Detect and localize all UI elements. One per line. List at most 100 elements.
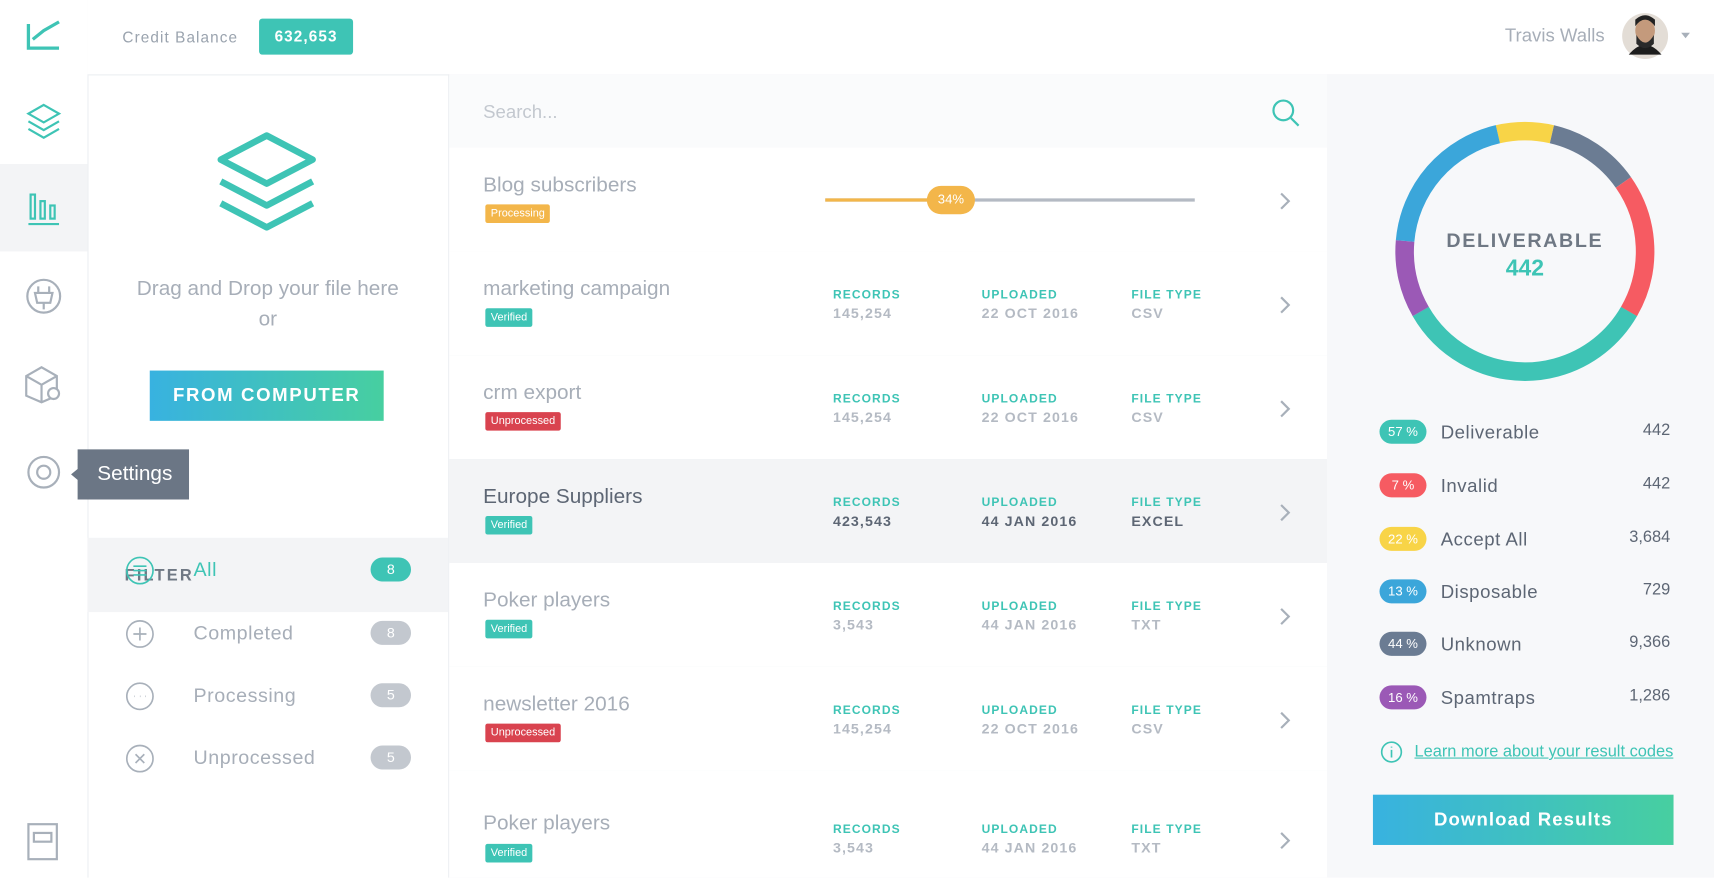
list-name: marketing campaign (483, 277, 671, 301)
legend-item: 7 % Invalid 442 (1379, 473, 1670, 501)
filter-count: 5 (370, 745, 412, 770)
list-row[interactable]: Blog subscribers Processing 34% (449, 147, 1328, 253)
list-name: newsletter 2016 (483, 693, 630, 716)
column-value: CSV (1131, 720, 1164, 737)
logo[interactable] (26, 20, 60, 50)
legend-item: 16 % Spamtraps 1,286 (1379, 685, 1670, 713)
legend-count: 9,366 (1629, 632, 1671, 652)
list-panel: Search... Blog subscribers Processing 34% m… (449, 74, 1328, 878)
legend-label: Spamtraps (1440, 687, 1536, 709)
legend-item: 22 % Accept All 3,684 (1379, 526, 1671, 555)
chevron-path (1280, 296, 1291, 314)
filter-item[interactable]: Unprocessed 5 (87, 737, 448, 781)
nav-integrations[interactable] (26, 278, 62, 314)
nav-docs[interactable] (27, 823, 58, 861)
nav-store[interactable] (25, 366, 61, 404)
column-label: UPLOADED (981, 703, 1058, 718)
legend-percent: 44 % (1379, 631, 1427, 656)
row-chevron[interactable] (1278, 295, 1293, 315)
donut-segment (1395, 121, 1655, 381)
filter-icon (125, 744, 154, 773)
credit-label: Credit Balance (122, 28, 239, 46)
list-name: crm export (483, 381, 582, 405)
status-badge: Verified (485, 843, 533, 863)
list-name: Europe Suppliers (483, 485, 643, 509)
search-icon[interactable] (1269, 96, 1302, 129)
results-donut (1395, 121, 1655, 381)
list-row[interactable]: Europe Suppliers Verified RECORDS 423,543 UP… (449, 459, 1328, 565)
filter-icon-ring (125, 556, 154, 585)
legend-label: Accept All (1440, 529, 1528, 550)
filter-icon-ring (125, 682, 154, 711)
nav-lists[interactable] (26, 103, 62, 139)
column-label: UPLOADED (981, 496, 1058, 510)
legend-percent: 13 % (1379, 579, 1427, 604)
row-chevron[interactable] (1278, 607, 1293, 627)
chevron-path (1280, 608, 1291, 625)
list-row[interactable]: marketing campaign Verified RECORDS 145,254… (449, 251, 1328, 357)
chevron-path (1280, 711, 1291, 729)
upload-icon (217, 132, 316, 231)
legend-percent: 7 % (1379, 473, 1427, 498)
tooltip: Settings (70, 449, 190, 500)
status-badge: Verified (485, 515, 533, 535)
upload-button[interactable]: FROM COMPUTER (149, 370, 384, 421)
column-value: 145,254 (832, 720, 892, 737)
filter-icon-glyph (134, 753, 145, 764)
donut-segment (1395, 121, 1655, 381)
filter-item[interactable]: Processing 5 (87, 674, 448, 718)
chevron-path (1280, 400, 1291, 418)
donut-label: DELIVERABLE (1446, 229, 1604, 252)
row-chevron[interactable] (1278, 503, 1293, 523)
legend-count: 3,684 (1629, 527, 1671, 547)
legend-item: 57 % Deliverable 442 (1379, 419, 1670, 448)
list-name: Poker players (483, 812, 611, 836)
nav-reports[interactable] (28, 193, 60, 226)
filter-icon (125, 620, 154, 648)
column-label: UPLOADED (981, 392, 1058, 406)
column-label: FILE TYPE (1131, 823, 1202, 837)
filter-icon-glyph (133, 627, 147, 641)
list-row[interactable]: Poker players Verified RECORDS 3,543 UPLOADE… (449, 770, 1328, 878)
filter-icon (125, 682, 154, 711)
upload-prompt-line: Drag and Drop your file here (136, 277, 399, 301)
filter-icon (125, 556, 154, 585)
nav-settings[interactable] (27, 455, 61, 489)
icon-rail (0, 0, 89, 878)
progress-label: 34% (938, 192, 965, 207)
list-row[interactable]: newsletter 2016 Unprocessed RECORDS 145,254… (449, 666, 1328, 772)
search-placeholder[interactable]: Search... (483, 101, 558, 123)
progress-bar: 34% (825, 185, 1195, 215)
filter-count: 5 (370, 683, 412, 708)
upload-prompt: Drag and Drop your file here or (87, 274, 448, 335)
filter-count: 8 (370, 620, 412, 645)
status-badge: Unprocessed (485, 723, 561, 743)
status-badge: Verified (485, 308, 533, 327)
list-name: Blog subscribers (483, 173, 637, 197)
chevron-path (1280, 504, 1291, 522)
column-value: 44 JAN 2016 (981, 839, 1078, 856)
list-row[interactable]: crm export Unprocessed RECORDS 145,254 UPLOA… (449, 355, 1328, 461)
column-label: RECORDS (832, 703, 901, 718)
list-row[interactable]: Poker players Verified RECORDS 3,543 UPLOADE… (449, 562, 1328, 668)
filter-item[interactable]: Completed 8 (87, 612, 448, 656)
upload-panel: Drag and Drop your file here or FROM COM… (87, 74, 450, 878)
row-chevron[interactable] (1278, 711, 1293, 731)
row-chevron[interactable] (1278, 831, 1293, 851)
search-bar[interactable]: Search... (449, 74, 1328, 149)
tooltip-shape (71, 449, 190, 500)
column-value: 44 JAN 2016 (981, 616, 1078, 633)
column-value: CSV (1131, 408, 1164, 426)
row-chevron[interactable] (1278, 191, 1293, 211)
result-codes-link[interactable]: Learn more about your result codes (1414, 742, 1674, 761)
filter-label: Completed (193, 621, 294, 644)
user-avatar[interactable] (1620, 11, 1707, 63)
filter-item[interactable]: All 8 (87, 549, 448, 593)
row-chevron[interactable] (1278, 399, 1293, 419)
credit-value: 632,653 (259, 18, 354, 55)
column-label: FILE TYPE (1131, 392, 1202, 406)
filter-icon-ring (125, 744, 154, 773)
user-name[interactable]: Travis Walls (1504, 25, 1605, 46)
download-button[interactable]: Download Results (1372, 794, 1674, 845)
filter-label: Processing (193, 684, 297, 707)
